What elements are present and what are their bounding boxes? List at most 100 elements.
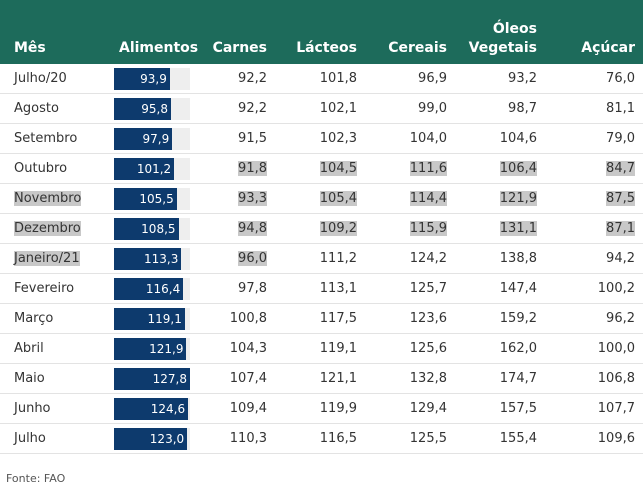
header-text: Lácteos [296,40,357,56]
cell-text: 119,9 [319,401,357,416]
cell-text: 125,5 [409,431,447,446]
column-header: Lácteos [275,0,365,64]
table-cell: 125,6 [365,333,455,364]
bar-track: 113,3 [114,247,190,270]
cell-text: Agosto [14,101,59,116]
bar-track: 105,5 [114,187,190,210]
header-text: Alimentos [119,40,199,56]
table-cell: 157,5 [455,393,545,424]
cell-text: 131,1 [499,221,537,236]
header-text: Óleos Vegetais [468,21,537,56]
cell-text: 138,8 [499,251,537,266]
bar-label: 108,5 [141,221,176,236]
bar-label: 121,9 [149,341,184,356]
bar [114,427,188,450]
column-header: Carnes [200,0,275,64]
table-cell: 87,1 [545,213,643,244]
table-cell: 109,2 [275,213,365,244]
table-cell: 93,9 [105,64,200,94]
cell-text: 157,5 [499,401,537,416]
table-cell: 106,4 [455,153,545,184]
cell-text: 94,2 [606,251,635,266]
footer: Fonte: FAO [6,472,66,485]
bar-label: 124,6 [150,401,186,416]
table-cell: 110,3 [200,423,275,454]
cell-text: 124,2 [409,251,447,266]
table-cell: 97,9 [105,123,200,154]
column-header: Óleos Vegetais [455,0,545,64]
cell-text: 100,8 [229,311,267,326]
bar-label: 93,9 [140,71,167,86]
cell-text: 132,8 [409,371,447,386]
cell-text: 109,4 [229,401,267,416]
table-cell: 127,8 [105,363,200,394]
bar-label: 97,9 [142,131,170,146]
cell-text: 104,5 [319,161,357,176]
cell-text: 119,1 [319,341,357,356]
header-text: Açúcar [581,40,635,56]
bar-label: 116,4 [145,281,181,296]
cell-text: 125,6 [409,341,447,356]
cell-text: 109,2 [319,221,357,236]
table-row: Outubro 101,2 91,8 104,5 111,6 106,4 84,7 [0,153,643,184]
table-cell: Julho/20 [0,64,105,94]
bar [114,337,187,360]
table-cell: 84,7 [545,153,643,184]
table-cell: 105,4 [275,183,365,214]
cell-text: Fevereiro [14,281,75,296]
cell-text: 91,8 [238,161,267,176]
table-row: Novembro 105,5 93,3 105,4 114,4 121,9 87,5 [0,183,643,214]
cell-text: 147,4 [499,281,537,296]
table-cell: Abril [0,333,105,364]
table-cell: 100,0 [545,333,643,364]
cell-text: 96,2 [606,311,635,326]
bar-track: 116,4 [114,277,190,300]
table-body: Julho/20 93,9 92,2 101,8 96,9 93,2 76,0 Agosto 9… [0,64,643,454]
table-cell: 113,3 [105,243,200,274]
table-cell: 111,2 [275,243,365,274]
cell-text: 92,2 [238,71,267,86]
table-row: Fevereiro 116,4 97,8 113,1 125,7 147,4 100,2 [0,273,643,304]
table-cell: 102,1 [275,93,365,124]
table-cell: 159,2 [455,303,545,334]
table-cell: 93,3 [200,183,275,214]
table-cell: 115,9 [365,213,455,244]
cell-text: Novembro [14,191,82,206]
table-cell: Junho [0,393,105,424]
table-cell: 104,3 [200,333,275,364]
cell-text: 114,4 [409,191,447,206]
table-row: Setembro 97,9 91,5 102,3 104,0 104,6 79,0 [0,123,643,154]
table: Mês Alimentos Carnes Lácteos Cereais Óleos Ve… [0,0,643,454]
bar-track: 95,8 [114,97,190,120]
column-header: Cereais [365,0,455,64]
cell-text: 87,1 [606,221,635,236]
cell-text: 111,2 [319,251,357,266]
bar [114,157,175,180]
column-header: Açúcar [545,0,643,64]
header-row: Mês Alimentos Carnes Lácteos Cereais Óleos Ve… [0,0,643,64]
cell-text: 97,8 [238,281,267,296]
table-cell: Novembro [0,183,105,214]
cell-text: Outubro [14,161,68,176]
table-cell: 95,8 [105,93,200,124]
cell-text: 93,3 [238,191,267,206]
cell-text: 87,5 [606,191,635,206]
table-cell: Setembro [0,123,105,154]
cell-text: 125,7 [409,281,447,296]
bar-track: 123,0 [114,427,190,450]
table-cell: 125,5 [365,423,455,454]
table-cell: 123,0 [105,423,200,454]
cell-text: 93,2 [508,71,537,86]
cell-text: 101,8 [319,71,357,86]
bar [114,97,171,120]
cell-text: Setembro [14,131,78,146]
bar-track: 101,2 [114,157,190,180]
table-cell: 102,3 [275,123,365,154]
cell-text: 81,1 [606,101,635,116]
table-row: Maio 127,8 107,4 121,1 132,8 174,7 106,8 [0,363,643,394]
table-cell: 119,1 [275,333,365,364]
bar [114,217,179,240]
bar-track: 124,6 [114,397,190,420]
bar [114,397,189,420]
table-row: Março 119,1 100,8 117,5 123,6 159,2 96,2 [0,303,643,334]
